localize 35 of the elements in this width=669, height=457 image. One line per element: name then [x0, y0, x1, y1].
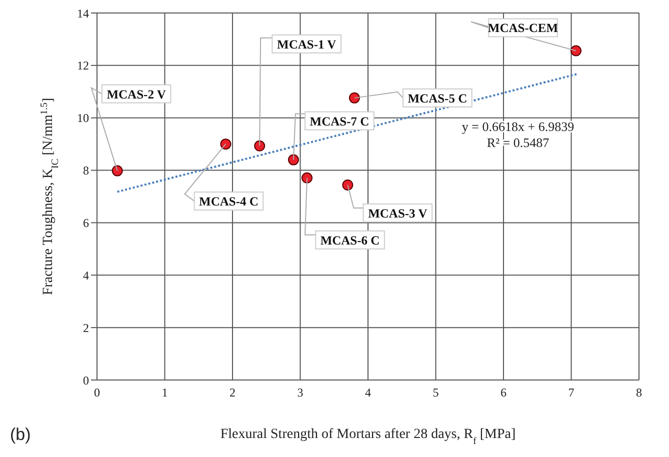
point: [302, 172, 313, 184]
x-tick-label: 2: [230, 386, 236, 400]
x-tick-label: 6: [500, 386, 506, 400]
x-tick-label: 5: [432, 386, 439, 400]
x-tick-label: 7: [568, 386, 574, 400]
annotation: MCAS-3 V: [368, 206, 428, 220]
point: [288, 154, 299, 166]
y-tick-label: 10: [77, 111, 89, 126]
y-tick-label: 14: [77, 6, 89, 20]
annotation: MCAS-6 C: [320, 233, 380, 248]
x-tick-label: 3: [297, 386, 304, 400]
annotation: MCAS-CEM: [488, 21, 558, 36]
y-tick-label: 4: [83, 268, 89, 282]
text: (b): [10, 425, 31, 444]
x-tick-label: 0: [94, 386, 100, 400]
y-tick-label: 8: [83, 164, 89, 178]
annotation: MCAS-4 C: [199, 194, 258, 209]
point: [570, 45, 582, 56]
y-tick-label: 2: [83, 320, 89, 335]
annotation: MCAS-7 C: [310, 114, 370, 128]
x-axis-title: Flexural Strength of Mortars after 28 days, R$_{f}$ [MPa]: [220, 427, 516, 446]
y-tick-label: 0: [83, 373, 89, 388]
point: [342, 179, 354, 190]
y-tick-label: 6: [83, 216, 89, 230]
annotation: MCAS-1 V: [277, 37, 336, 52]
annotation: MCAS-5 C: [408, 91, 468, 106]
y-tick-label: 12: [77, 58, 89, 73]
point: [112, 165, 123, 176]
x-tick-label: 4: [365, 386, 371, 400]
point: [348, 92, 360, 104]
point: [220, 138, 232, 150]
x-tick-label: 8: [636, 386, 642, 400]
x-tick-label: 1: [162, 386, 168, 400]
annotation: MCAS-2 V: [106, 87, 166, 102]
point: [254, 140, 266, 152]
